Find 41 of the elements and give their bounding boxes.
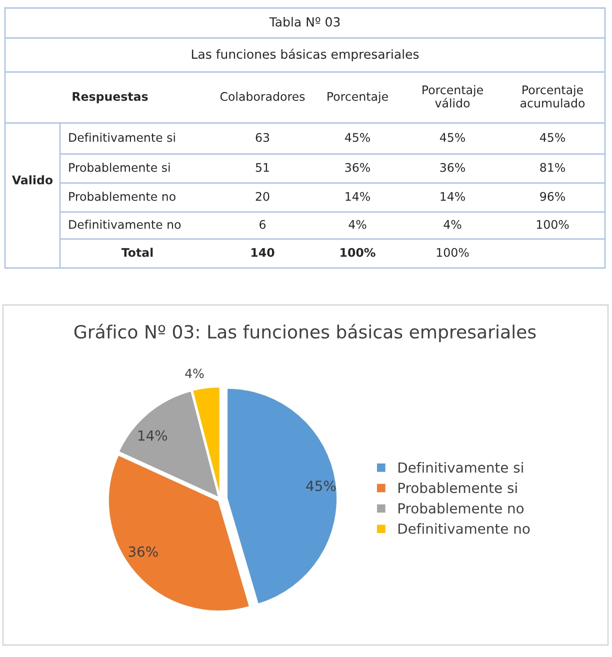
text: Valido (12, 175, 53, 184)
text: Tabla Nº 03 (269, 16, 340, 27)
text: Probablemente si (69, 162, 170, 172)
text: 20 (256, 192, 270, 201)
data-label: 45% (306, 480, 336, 492)
text: 140 (252, 248, 274, 257)
text: 36% (345, 162, 370, 172)
text: 4% (444, 220, 462, 229)
text: 14% (346, 192, 370, 201)
text: 100% (536, 220, 569, 229)
chart-title: Gráfico Nº 03: Las funciones básicas empresariales (74, 324, 536, 342)
data-label: 4% (185, 368, 204, 378)
text: Porcentaje acumulado (520, 85, 585, 108)
legend-label: Probablemente no (398, 502, 524, 514)
text: 45% (440, 132, 465, 142)
text: 4% (348, 220, 366, 229)
text: 96% (540, 192, 565, 201)
text: 6 (260, 220, 266, 229)
text: Respuestas (72, 92, 148, 104)
text: Colaboradores (220, 92, 305, 101)
legend-label: Probablemente si (398, 482, 517, 494)
data-label: 36% (128, 546, 158, 557)
data-label: 14% (138, 430, 168, 441)
text: 51 (256, 163, 269, 172)
legend-label: Definitivamente no (398, 523, 530, 534)
text: Las funciones básicas empresariales (192, 48, 419, 62)
text: Porcentaje (328, 92, 388, 104)
text: 36% (440, 162, 465, 172)
text: 45% (540, 132, 565, 142)
text: 45% (344, 132, 370, 142)
text: 14% (440, 192, 465, 201)
text: 100% (340, 248, 376, 257)
text: Porcentaje válido (422, 85, 483, 108)
text: Definitivamente no (69, 220, 181, 229)
text: 81% (540, 162, 565, 172)
text: 100% (436, 248, 469, 257)
text: Probablemente no (69, 192, 176, 201)
text: Total (121, 248, 153, 257)
text: 63 (256, 132, 270, 142)
legend-label: Definitivamente si (398, 462, 523, 473)
text: Definitivamente si (69, 132, 175, 142)
